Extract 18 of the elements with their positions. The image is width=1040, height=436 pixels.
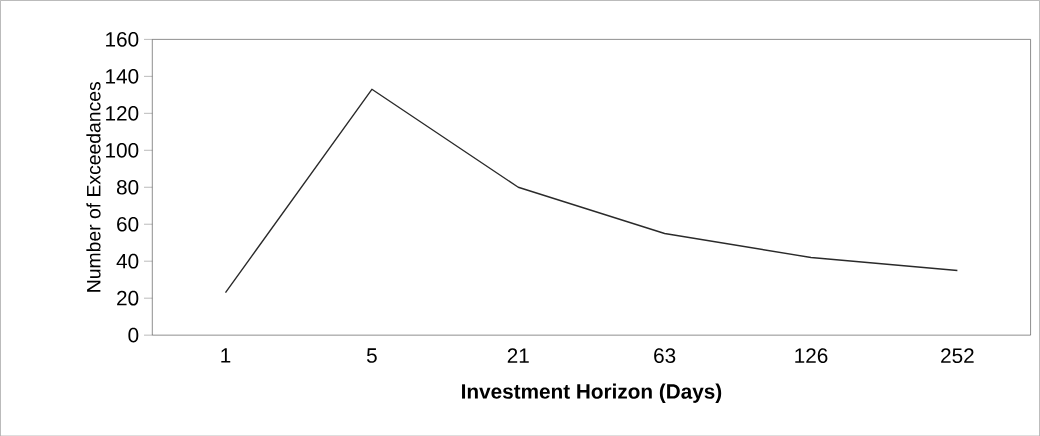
y-tick-label: 0 xyxy=(128,327,139,343)
y-tick-label: 40 xyxy=(116,253,139,269)
x-tick-label: 63 xyxy=(654,348,676,363)
y-tick-label: 160 xyxy=(106,31,139,47)
y-tick-label: 120 xyxy=(106,105,139,121)
y-tick-label: 140 xyxy=(106,68,139,84)
y-tick-label: 80 xyxy=(116,179,139,195)
y-tick-label: 60 xyxy=(117,216,139,232)
x-tick-label: 1 xyxy=(221,348,231,363)
y-tick-label: 100 xyxy=(106,142,139,158)
x-tick-label: 252 xyxy=(941,348,974,363)
x-tick-label: 126 xyxy=(795,348,828,363)
y-axis-title: Number of Exceedances xyxy=(86,81,101,292)
x-axis-title: Investment Horizon (Days) xyxy=(462,383,722,403)
y-tick-label: 20 xyxy=(117,290,139,306)
line-series xyxy=(224,88,959,294)
x-tick-label: 21 xyxy=(507,348,529,363)
x-tick-label: 5 xyxy=(366,348,377,363)
